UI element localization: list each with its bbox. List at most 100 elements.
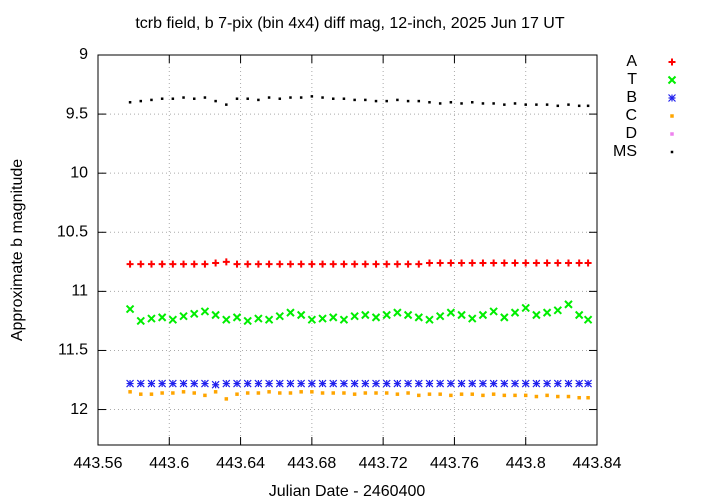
data-point xyxy=(158,379,167,388)
data-point xyxy=(225,103,228,106)
legend-label: C xyxy=(625,107,637,124)
data-point xyxy=(350,379,359,388)
data-point xyxy=(308,260,316,268)
data-point xyxy=(393,379,402,388)
data-point xyxy=(564,379,573,388)
data-point xyxy=(382,379,391,388)
data-point xyxy=(286,308,295,317)
data-point xyxy=(232,313,242,322)
data-point xyxy=(372,379,380,388)
data-point xyxy=(331,97,335,100)
data-point xyxy=(139,392,143,396)
data-point xyxy=(275,311,284,321)
x-tick-label: 443.56 xyxy=(74,455,123,472)
data-point xyxy=(340,260,348,268)
data-point xyxy=(521,379,530,388)
data-point xyxy=(383,260,391,268)
data-point xyxy=(522,259,530,267)
data-point xyxy=(171,391,175,395)
data-point xyxy=(168,379,177,388)
data-point xyxy=(136,379,145,388)
data-point xyxy=(350,311,359,321)
data-point xyxy=(503,103,506,106)
data-point xyxy=(468,314,477,323)
data-point xyxy=(500,313,509,322)
data-point xyxy=(307,315,317,324)
data-point xyxy=(543,259,551,267)
data-point xyxy=(425,379,434,388)
data-point xyxy=(382,310,391,320)
data-point xyxy=(321,96,324,99)
data-point xyxy=(203,393,207,398)
data-point xyxy=(513,393,517,398)
data-point xyxy=(265,379,274,388)
data-point xyxy=(137,260,145,268)
data-point xyxy=(352,392,357,396)
data-point xyxy=(446,308,456,317)
y-tick-label: 11 xyxy=(71,283,88,300)
data-point xyxy=(299,390,303,394)
data-point xyxy=(584,259,592,267)
data-point xyxy=(574,310,584,320)
data-point xyxy=(265,260,273,268)
data-point xyxy=(361,310,370,320)
data-point xyxy=(554,259,562,267)
data-point xyxy=(438,102,442,105)
data-point xyxy=(492,102,495,105)
data-point xyxy=(222,258,230,266)
data-point xyxy=(211,310,220,320)
data-point xyxy=(256,391,261,395)
data-point xyxy=(288,391,293,395)
data-point xyxy=(521,303,530,313)
data-point xyxy=(384,391,389,395)
data-point xyxy=(276,260,284,268)
data-point xyxy=(222,379,231,388)
data-point xyxy=(468,259,476,267)
data-point xyxy=(329,379,338,388)
data-point xyxy=(168,315,178,324)
data-point xyxy=(254,314,263,323)
data-point xyxy=(449,393,453,398)
data-point xyxy=(532,310,541,320)
data-point xyxy=(438,392,442,396)
data-point xyxy=(393,260,401,268)
data-point xyxy=(404,379,413,388)
data-point xyxy=(436,379,445,388)
data-point xyxy=(297,379,306,388)
data-point xyxy=(449,101,453,104)
data-point xyxy=(417,393,421,398)
data-point xyxy=(481,393,485,398)
data-point xyxy=(535,103,538,106)
data-point xyxy=(342,97,346,100)
data-point xyxy=(190,309,199,319)
y-axis-label: Approximate b magnitude xyxy=(9,159,26,341)
data-point xyxy=(339,315,349,324)
data-point xyxy=(460,102,463,105)
data-point xyxy=(470,392,474,396)
legend-label: B xyxy=(626,89,637,106)
data-point xyxy=(254,379,263,388)
data-point xyxy=(500,259,508,267)
data-point xyxy=(478,310,488,320)
data-point xyxy=(212,259,220,267)
legend-marker xyxy=(670,114,674,118)
data-point xyxy=(200,307,210,316)
data-point xyxy=(361,379,370,388)
x-tick-label: 443.72 xyxy=(359,455,408,472)
data-point xyxy=(190,260,198,268)
data-point xyxy=(179,311,188,321)
data-point xyxy=(126,379,135,388)
data-point xyxy=(371,313,381,322)
data-point xyxy=(310,390,314,394)
data-point xyxy=(160,97,164,100)
legend-marker xyxy=(667,75,677,85)
data-point xyxy=(564,300,573,309)
x-tick-label: 443.64 xyxy=(216,455,265,472)
x-tick-label: 443.76 xyxy=(430,455,479,472)
data-point xyxy=(364,98,367,102)
data-point xyxy=(406,391,410,395)
data-point xyxy=(417,99,421,103)
data-point xyxy=(245,391,250,395)
data-point xyxy=(235,97,239,100)
